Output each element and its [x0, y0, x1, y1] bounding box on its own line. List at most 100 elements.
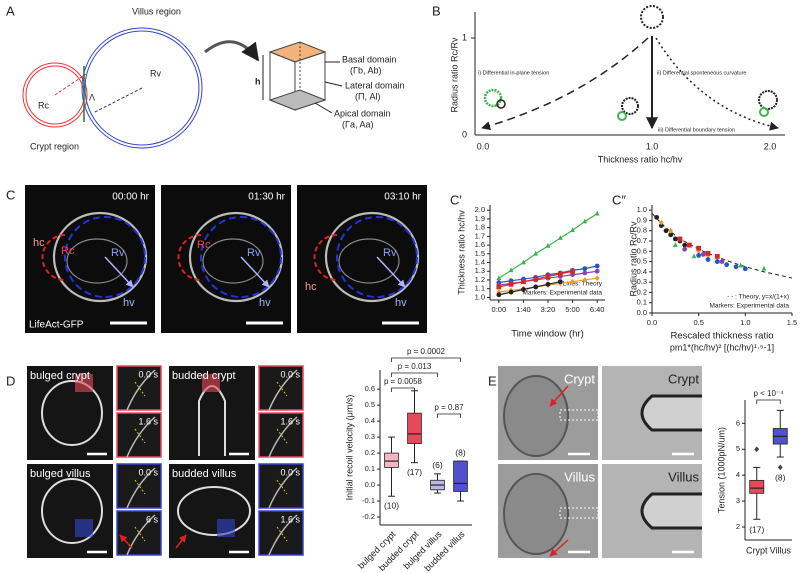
- panel-label: B: [432, 3, 441, 18]
- villus-circle-inner: [84, 30, 200, 146]
- marker: [557, 271, 563, 277]
- y-tick-label: 2: [736, 522, 740, 531]
- pipette-wall: [640, 492, 702, 530]
- panel-a-diagram: [22, 27, 343, 149]
- axis-label: Radius ratio Rc/Rv: [449, 37, 459, 113]
- pipette-wall: [640, 394, 702, 432]
- annotation: i) Differential in-plane tension: [478, 70, 549, 76]
- crypt-arc: [177, 234, 202, 281]
- panel-label: C: [6, 187, 15, 202]
- tick-label: 1: [462, 32, 467, 42]
- icon: [617, 111, 627, 121]
- marker: [677, 236, 683, 242]
- image-title: Crypt: [564, 371, 595, 386]
- apical-face: [268, 89, 327, 111]
- y-tick-label: 2.0: [475, 205, 485, 214]
- image-label: hc: [33, 237, 45, 249]
- marker: [733, 264, 739, 270]
- marker: [570, 268, 575, 274]
- sample-size: (8): [455, 447, 466, 457]
- sample-size: (17): [407, 467, 422, 477]
- marker: [496, 292, 502, 298]
- y-tick-label: 0.2: [365, 448, 375, 457]
- image-label: Rv: [111, 247, 125, 259]
- y-tick-label: 6: [736, 418, 740, 427]
- marker: [521, 259, 526, 265]
- micrograph: [161, 185, 291, 333]
- cut-line: [276, 428, 288, 444]
- path-i: [481, 37, 649, 131]
- y-tick-label: 0.0: [637, 308, 647, 317]
- label: Rv: [150, 68, 161, 78]
- marker: [705, 257, 711, 262]
- icon: [483, 88, 503, 108]
- x-tick-label: 3:20: [541, 305, 556, 314]
- marker: [754, 446, 760, 453]
- marker: [545, 242, 551, 248]
- y-tick-label: 0.2: [637, 287, 647, 296]
- y-tick-label: 0.7: [637, 236, 647, 245]
- y-tick-label: 0.4: [365, 416, 375, 425]
- marker: [777, 464, 783, 471]
- marker: [594, 275, 600, 282]
- y-tick-label: -0.1: [362, 496, 375, 505]
- time-label: 1.6 s: [138, 416, 158, 426]
- micrograph: [25, 185, 155, 333]
- label: Lateral domain: [345, 80, 405, 90]
- x-tick-label: 0.0: [647, 318, 657, 327]
- theory-line: [651, 212, 793, 279]
- cut-line: [276, 479, 288, 495]
- p-value: p < 10⁻⁴: [753, 389, 784, 398]
- y-tick-label: 1.9: [475, 214, 485, 223]
- marker: [663, 228, 669, 234]
- marker: [682, 246, 688, 252]
- marker: [682, 242, 688, 248]
- panel-label: C″: [612, 192, 626, 207]
- marker: [496, 275, 502, 281]
- marker: [496, 284, 502, 290]
- axis-label: Thickness ratio hc/hv: [456, 210, 466, 295]
- time-label: 1.6 s: [280, 416, 300, 426]
- image-label: hv: [395, 297, 407, 309]
- y-tick-label: 1.1: [475, 284, 485, 293]
- x-tick-label: Villus: [770, 545, 792, 555]
- image-title: budded crypt: [172, 370, 236, 382]
- y-tick-label: 5: [736, 444, 740, 453]
- marker: [672, 242, 678, 247]
- marker: [658, 219, 664, 226]
- arrow: [549, 385, 569, 407]
- marker: [557, 235, 563, 240]
- marker: [545, 274, 551, 279]
- y-tick-label: 1.5: [475, 249, 485, 258]
- time-label: 0.0 s: [280, 369, 300, 379]
- marker: [700, 251, 706, 257]
- leader: [314, 102, 333, 114]
- villus-radius: [94, 87, 143, 113]
- marker: [738, 262, 744, 268]
- arrow: [549, 539, 569, 557]
- tick-label: 1.0: [646, 141, 659, 151]
- marker: [508, 281, 514, 287]
- x-tick-label: 1.5: [787, 318, 797, 327]
- image-label: Rv: [383, 247, 397, 259]
- marker: [594, 210, 600, 216]
- villus-arc: [64, 216, 146, 298]
- cut-line: [134, 526, 146, 542]
- y-tick-label: 1.2: [475, 275, 485, 284]
- legend-text: Markers: Experimental data: [523, 290, 603, 297]
- inset-edge: [126, 416, 156, 458]
- organoid: [503, 375, 569, 457]
- image-title: bulged villus: [30, 468, 91, 480]
- marker: [761, 265, 767, 271]
- y-tick-label: 0.3: [365, 432, 375, 441]
- label: Basal domain: [342, 54, 397, 64]
- crypt-arc: [313, 234, 338, 281]
- marker: [521, 287, 526, 292]
- image-label: Rc: [61, 245, 75, 257]
- annotation: ii) Differential sponteneous curvature: [657, 70, 746, 76]
- marker: [691, 253, 697, 259]
- marker: [533, 284, 539, 290]
- inset-edge: [126, 514, 156, 556]
- marker: [533, 250, 539, 256]
- y-tick-label: 4: [736, 470, 740, 479]
